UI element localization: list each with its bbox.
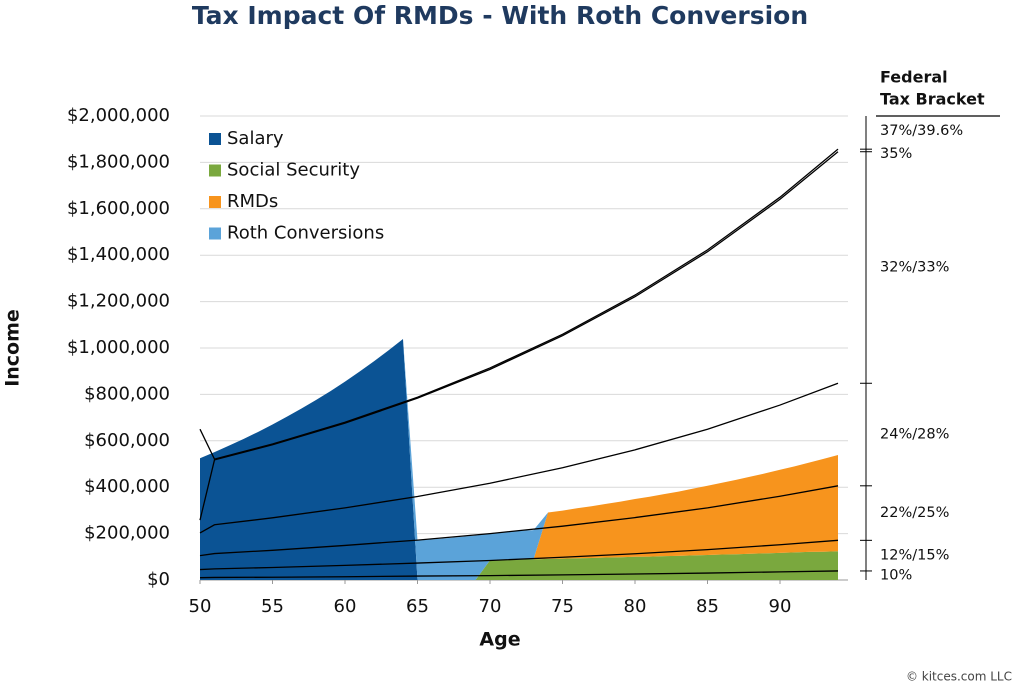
area (200, 338, 838, 580)
y-tick-label: $2,000,000 (67, 105, 170, 126)
bracket-title: Tax Bracket (880, 90, 985, 109)
y-tick-label: $800,000 (84, 383, 170, 404)
bracket-label: 35% (880, 146, 912, 162)
y-tick-label: $400,000 (84, 476, 170, 497)
x-tick-label: 65 (406, 596, 429, 617)
x-tick-label: 90 (769, 596, 792, 617)
x-tick-label: 85 (696, 596, 719, 617)
x-tick-label: 55 (261, 596, 284, 617)
y-tick-label: $200,000 (84, 523, 170, 544)
x-tick-label: 75 (551, 596, 574, 617)
bracket-label: 12%/15% (880, 548, 949, 564)
x-axis-title: Age (479, 629, 520, 651)
y-axis-title: Income (2, 309, 24, 387)
area (200, 338, 838, 580)
bracket-line (199, 485, 839, 557)
bracket-line (199, 539, 839, 571)
x-tick-label: 80 (624, 596, 647, 617)
bracket-line (199, 148, 839, 460)
bracket-label: 10% (880, 567, 912, 583)
legend-swatch (209, 133, 221, 145)
legend-swatch (209, 196, 221, 208)
legend-label: RMDs (227, 191, 278, 212)
y-tick-label: $1,400,000 (67, 244, 170, 265)
legend-label: Roth Conversions (227, 223, 384, 244)
chart-title: Tax Impact Of RMDs - With Roth Conversio… (192, 1, 808, 30)
bracket-line (199, 382, 839, 534)
y-tick-label: $1,600,000 (67, 198, 170, 219)
bracket-label: 32%/33% (880, 259, 949, 275)
y-tick-label: $0 (147, 569, 170, 590)
legend-swatch (209, 227, 221, 240)
y-tick-label: $1,200,000 (67, 291, 170, 312)
legend-label: Social Security (227, 160, 360, 181)
legend-label: Salary (227, 128, 284, 149)
bracket-line (199, 151, 839, 521)
bracket-line (199, 570, 839, 579)
y-tick-label: $600,000 (84, 430, 170, 451)
bracket-label: 22%/25% (880, 505, 949, 521)
y-tick-label: $1,000,000 (67, 337, 170, 358)
legend-swatch (209, 164, 221, 177)
x-tick-label: 50 (189, 596, 212, 617)
bracket-label: 37%/39.6% (880, 123, 963, 139)
bracket-label: 24%/28% (880, 427, 949, 443)
source: © kitces.com LLC (906, 670, 1012, 684)
y-tick-label: $1,800,000 (67, 151, 170, 172)
x-tick-label: 70 (479, 596, 502, 617)
area (200, 338, 838, 580)
bracket-title: Federal (880, 68, 948, 87)
x-tick-label: 60 (334, 596, 357, 617)
area (200, 338, 838, 580)
